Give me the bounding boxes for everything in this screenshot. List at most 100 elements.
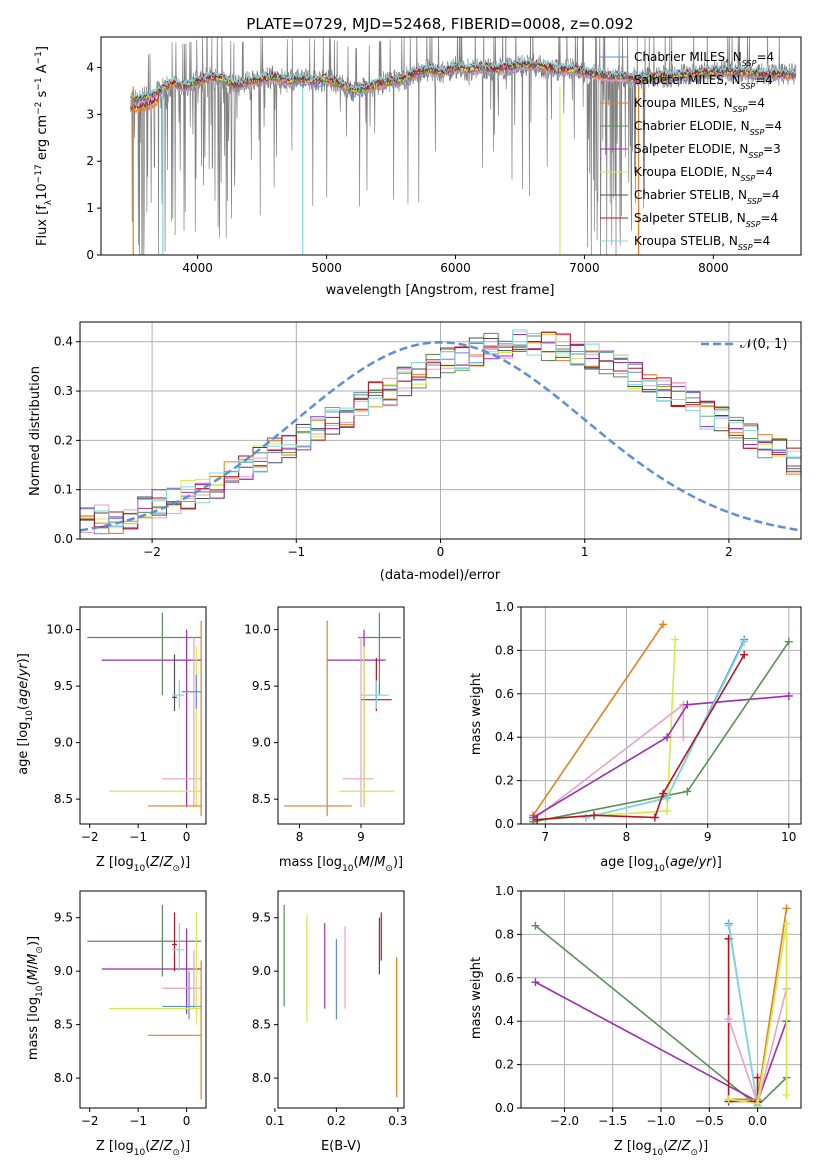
weight-age-salpeter-stelib-marker xyxy=(533,815,542,824)
weight-z-xtick-label: −1.5 xyxy=(598,1114,627,1128)
legend-label-chabrier-elodie: Chabrier ELODIE, NSSP=4 xyxy=(634,119,782,137)
weight-age-chabrier-elodie-marker xyxy=(683,787,692,796)
mass-vs-ebv-panel: 0.1 0.2 0.3 8.0 8.5 9.0 9.5 xyxy=(252,890,407,1128)
weight-age-ylabel: mass weight xyxy=(469,673,484,755)
residual-histogram-panel: −2 −1 0 1 2 0.0 0.1 0.2 0.3 0.4 𝒩(0, 1) xyxy=(54,321,802,559)
spectrum-xtick-label: 6000 xyxy=(440,261,471,275)
weight-age-ytick-label: 0.2 xyxy=(495,774,514,788)
weight-z-kroupa-elodie-marker xyxy=(753,1099,762,1108)
histogram-xtick-label: 2 xyxy=(725,545,733,559)
legend-label-salpeter-miles: Salpeter MILES, NSSP=4 xyxy=(634,73,773,91)
spectrum-xtick-label: 4000 xyxy=(182,261,213,275)
mass-z-xtick-label: −2 xyxy=(81,1114,99,1128)
weight-age-kroupa-elodie-marker xyxy=(671,635,680,644)
legend-label-salpeter-stelib: Salpeter STELIB, NSSP=4 xyxy=(634,211,778,229)
spectrum-ytick-label: 0 xyxy=(86,248,94,262)
weight-z-ylabel: mass weight xyxy=(469,957,484,1039)
weight-age-salpeter-stelib-marker xyxy=(590,811,599,820)
mass-ebv-xtick-label: 0.2 xyxy=(327,1114,346,1128)
weight-age-ytick-label: 0.4 xyxy=(495,730,514,744)
weight-age-ytick-label: 0.8 xyxy=(495,643,514,657)
mass-z-ytick-label: 8.5 xyxy=(54,1018,73,1032)
histogram-xlabel: (data-model)/error xyxy=(380,568,501,583)
histogram-xtick-label: −1 xyxy=(287,545,305,559)
weight-age-salpeter-elodie-marker xyxy=(784,691,793,700)
weight-age-kroupa-stelib-marker xyxy=(581,813,590,822)
mass-ebv-points xyxy=(283,904,398,1098)
spectrum-frame xyxy=(100,36,802,256)
age-mass-ytick-label: 9.5 xyxy=(252,679,271,693)
weight-age-kroupa-miles-marker xyxy=(659,620,668,629)
weight-age-salpeter-elodie-marker xyxy=(683,700,692,709)
spectrum-xlabel: wavelength [Angstrom, rest frame] xyxy=(326,283,555,298)
weight-age-chabrier-elodie-marker xyxy=(784,637,793,646)
mass-z-ytick-label: 9.0 xyxy=(54,964,73,978)
weight-z-ytick-label: 0.0 xyxy=(495,1101,514,1115)
weight-age-xtick-label: 8 xyxy=(623,830,631,844)
weight-age-kroupa-miles-line xyxy=(532,623,664,816)
mass-ebv-ytick-label: 8.5 xyxy=(252,1018,271,1032)
weight-z-chabrier-elodie-marker xyxy=(531,921,540,930)
spectrum-ytick-label: 4 xyxy=(86,60,94,74)
weight-age-xtick-label: 9 xyxy=(704,830,712,844)
weight-z-kroupa-elodie-marker xyxy=(724,1095,733,1104)
model-spectrum-salpeter-stelib xyxy=(130,58,797,111)
weight-age-salpeter-stelib-marker xyxy=(650,813,659,822)
mass-z-ytick-label: 9.5 xyxy=(54,911,73,925)
weight-z-xtick-label: −2.0 xyxy=(550,1114,579,1128)
age-mass-xtick-label: 9 xyxy=(357,830,365,844)
spectrum-ytick-label: 3 xyxy=(86,107,94,121)
legend-label-chabrier-stelib: Chabrier STELIB, NSSP=4 xyxy=(634,188,779,206)
age-z-xlabel: Z [log10(Z/Z⊙)] xyxy=(96,855,190,874)
weight-age-xtick-label: 7 xyxy=(542,830,550,844)
weight-age-series xyxy=(529,620,793,824)
mass-weight-vs-age-panel: 7 8 9 10 0.0 0.2 0.4 0.6 0.8 1.0 xyxy=(495,600,802,844)
mass-ebv-ytick-label: 9.5 xyxy=(252,911,271,925)
age-mass-ytick-label: 8.5 xyxy=(252,792,271,806)
model-spectrum-kroupa-stelib xyxy=(130,57,797,99)
weight-age-salpeter-stelib-marker xyxy=(740,650,749,659)
legend-label-salpeter-elodie: Salpeter ELODIE, NSSP=3 xyxy=(634,142,781,160)
age-z-ylabel: age [log10(age/yr)] xyxy=(16,653,35,775)
legend-label-kroupa-elodie: Kroupa ELODIE, NSSP=4 xyxy=(634,165,773,183)
spectrum-legend: Chabrier MILES, NSSP=4 Salpeter MILES, NS… xyxy=(600,50,782,252)
mass-ebv-ytick-label: 8.0 xyxy=(252,1071,271,1085)
weight-age-kroupa-stelib-marker xyxy=(663,793,672,802)
mass-ebv-xlabel: E(B-V) xyxy=(321,1139,361,1154)
spectrum-lines xyxy=(130,37,797,255)
weight-z-kroupa-elodie-marker xyxy=(782,1090,791,1099)
age-mass-frame xyxy=(277,606,405,825)
mass-z-ytick-label: 8.0 xyxy=(54,1071,73,1085)
gaussian-curve xyxy=(80,340,801,532)
weight-z-kroupa-elodie-line xyxy=(728,923,788,1105)
legend-label-chabrier-miles: Chabrier MILES, NSSP=4 xyxy=(634,50,774,68)
histogram-steps xyxy=(80,329,801,535)
histogram-ytick-label: 0.1 xyxy=(54,483,73,497)
spectrum-panel: 4000 5000 6000 7000 8000 0 1 2 3 4 Chabrier MILES,… xyxy=(86,36,802,275)
weight-z-kroupa-elodie-marker xyxy=(782,919,791,928)
histogram-xtick-label: −2 xyxy=(143,545,161,559)
histogram-ytick-label: 0.4 xyxy=(54,335,73,349)
age-z-xtick-label: −2 xyxy=(81,830,99,844)
weight-z-xlabel: Z [log10(Z/Z⊙)] xyxy=(614,1139,708,1158)
mass-z-xlabel: Z [log10(Z/Z⊙)] xyxy=(96,1139,190,1158)
age-mass-ytick-label: 9.0 xyxy=(252,736,271,750)
histogram-frame xyxy=(79,321,802,540)
histogram-ylabel: Normed distribution xyxy=(28,366,43,496)
mass-weight-vs-metallicity-panel: −2.0 −1.5 −1.0 −0.5 0.0 0.0 0.2 0.4 0.6 0.8 1.0 xyxy=(495,884,802,1128)
spectrum-ytick-label: 2 xyxy=(86,154,94,168)
axis-labels: wavelength [Angstrom, rest frame] Flux [… xyxy=(16,46,722,1158)
age-z-xtick-label: 0 xyxy=(183,830,191,844)
weight-z-frame xyxy=(520,890,802,1109)
weight-age-xlabel: age [log10(age/yr)] xyxy=(600,855,722,874)
weight-age-kroupa-stelib-marker xyxy=(740,637,749,646)
spectrum-xtick-label: 8000 xyxy=(698,261,729,275)
weight-z-xtick-label: −1.0 xyxy=(646,1114,675,1128)
mass-ebv-xtick-label: 0.1 xyxy=(265,1114,284,1128)
weight-age-kroupa-elodie-marker xyxy=(663,806,672,815)
spectrum-xtick-label: 7000 xyxy=(569,261,600,275)
weight-age-salpeter-miles-marker xyxy=(679,733,688,742)
mass-z-xtick-label: −1 xyxy=(129,1114,147,1128)
weight-z-series xyxy=(531,904,791,1108)
